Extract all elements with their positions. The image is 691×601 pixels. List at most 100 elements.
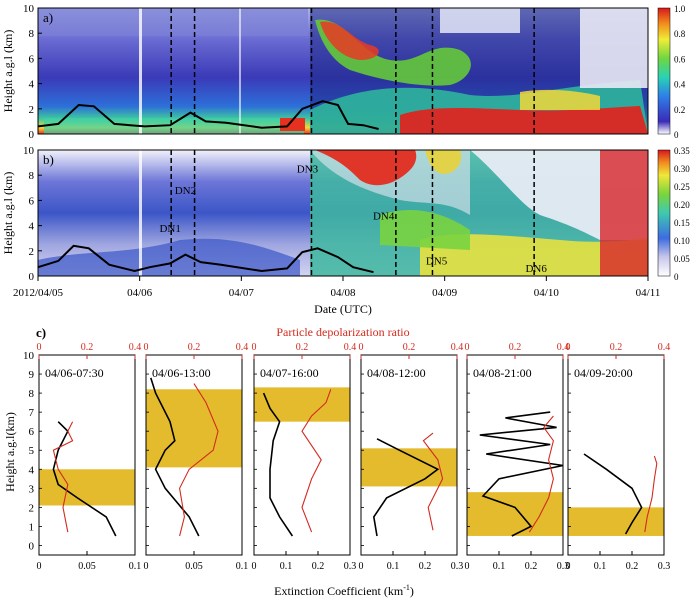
bottom-tick-label: 0.2 (525, 561, 538, 572)
x-tick-label: 04/09 (432, 287, 458, 299)
top-tick-label: 0.4 (451, 342, 464, 353)
x-tick-label: 04/07 (229, 287, 255, 299)
top-tick-label: 0.2 (403, 342, 416, 353)
dust-layer-band (568, 507, 664, 536)
subplot-title: 04/08-21:00 (473, 366, 532, 380)
subplot-6: 04/09-20:00 0 0.2 0.4 0 0.1 0.2 0.3 (566, 342, 671, 572)
colorbar-tick-label: 0.05 (674, 254, 690, 264)
bottom-tick-label: 0.1 (129, 561, 142, 572)
panel-c-top-axis-title: Particle depolarization ratio (276, 325, 409, 339)
bottom-tick-label: 0.1 (280, 561, 293, 572)
y-tick-label: 8 (29, 388, 35, 400)
y-tick-label: 8 (29, 28, 35, 40)
panel-a-colorbar-ticks: 00.20.40.60.81.0 (674, 4, 686, 140)
subplot-1: 04/06-07:30 0 0.2 0.4 0 0.05 0.1 (37, 342, 142, 572)
y-tick-label: 0 (29, 129, 35, 141)
x-tick-label: 2012/04/05 (13, 287, 64, 299)
annotation-label: DN6 (525, 263, 547, 275)
dust-layer-band (39, 469, 135, 505)
annotation-label: DN4 (373, 210, 395, 222)
dust-layer-band (361, 448, 457, 486)
subplot-frame (254, 355, 350, 555)
y-tick-label: 4 (29, 79, 35, 91)
y-tick-label: 8 (29, 170, 35, 182)
colorbar-tick-label: 0.10 (674, 236, 690, 246)
y-tick-label: 6 (29, 53, 35, 65)
y-tick-label: 7 (29, 407, 35, 419)
colorbar-tick-label: 1.0 (674, 4, 686, 14)
y-tick-label: 4 (29, 221, 35, 233)
panel-b-x-axis-label: Date (UTC) (314, 302, 372, 316)
colorbar-tick-label: 0.35 (674, 146, 690, 156)
panel-b-label: b) (43, 152, 54, 167)
colorbar-tick-label: 0.20 (674, 200, 690, 210)
bottom-tick-label: 0.3 (658, 561, 671, 572)
top-tick-label: 0.2 (188, 342, 201, 353)
panel-a: a) 0246810 Height a.g.l (km) 00.20.40.60… (1, 3, 686, 141)
bottom-tick-label: 0.1 (493, 561, 506, 572)
bottom-tick-label: 0.05 (78, 561, 96, 572)
x-tick-label: 04/11 (636, 287, 661, 299)
y-tick-label: 1 (29, 521, 35, 533)
top-tick-label: 0 (37, 342, 42, 353)
y-tick-label: 6 (29, 426, 35, 438)
y-tick-label: 3 (29, 483, 35, 495)
subplot-2: 04/06-13:00 0 0.2 0.4 0 0.05 0.1 (144, 342, 249, 572)
panel-a-label: a) (43, 10, 53, 25)
panel-b-colorbar-ticks: 0 0.05 0.10 0.15 0.20 0.25 0.30 0.35 (674, 146, 690, 282)
bottom-tick-label: 0.05 (185, 561, 203, 572)
bottom-tick-label: 0 (465, 561, 470, 572)
bottom-tick-label: 0.2 (312, 561, 325, 572)
bottom-tick-label: 0.1 (594, 561, 607, 572)
x-tick-label: 04/08 (330, 287, 356, 299)
subplot-5: 04/08-21:000 0.2 0.40 0.1 0.2 0.3 (465, 342, 570, 572)
y-tick-label: 2 (29, 246, 35, 258)
bottom-tick-label: 0 (566, 561, 571, 572)
bottom-tick-label: 0 (144, 561, 149, 572)
subplot-title: 04/08-12:00 (367, 366, 426, 380)
panel-b-x-ticks: 2012/04/05 04/06 04/07 04/08 04/09 04/10 04/11 (13, 276, 660, 299)
colorbar-tick-label: 0.6 (674, 54, 686, 64)
top-tick-label: 0.2 (81, 342, 94, 353)
colorbar-tick-label: 0.4 (674, 80, 686, 90)
subplot-title: 04/09-20:00 (574, 366, 633, 380)
subplot-frame (39, 355, 135, 555)
colorbar-tick-label: 0.30 (674, 164, 690, 174)
top-tick-label: 0.4 (344, 342, 357, 353)
bottom-tick-label: 0 (359, 561, 364, 572)
bottom-tick-label: 0.2 (626, 561, 639, 572)
panel-b-colorbar (658, 150, 670, 276)
annotation-label: DN1 (159, 223, 180, 235)
top-tick-label: 0.4 (129, 342, 142, 353)
panel-a-colorbar (658, 8, 670, 134)
y-tick-label: 2 (29, 502, 35, 514)
top-tick-label: 0 (566, 342, 571, 353)
panel-b: DN1 DN2 DN3 DN4 DN5 DN6 b) 0 2 4 6 8 10 Height a.g… (1, 145, 690, 316)
bottom-tick-label: 0.1 (236, 561, 249, 572)
subplot-title: 04/06-13:00 (152, 366, 211, 380)
subplot-title: 04/06-07:30 (45, 366, 104, 380)
panel-c-y-ticks: 0 1 2 3 4 5 6 7 8 9 10 (23, 350, 35, 552)
top-tick-label: 0 (252, 342, 257, 353)
panel-c-y-axis-label: Height a.g.l(km) (3, 412, 17, 492)
panel-a-y-axis-label: Height a.g.l (km) (1, 30, 15, 113)
subplot-3: 04/07-16:000 0.2 0.40 0.1 0.2 0.3 (252, 342, 357, 572)
top-tick-label: 0.4 (236, 342, 249, 353)
y-tick-label: 2 (29, 104, 35, 116)
top-tick-label: 0 (359, 342, 364, 353)
top-tick-label: 0 (144, 342, 149, 353)
y-tick-label: 9 (29, 369, 35, 381)
y-tick-label: 0 (29, 540, 35, 552)
y-tick-label: 10 (23, 145, 35, 157)
y-tick-label: 0 (29, 271, 35, 283)
panel-c: c) Particle depolarization ratio Height … (3, 325, 670, 598)
panel-c-subplots: 04/06-07:300 0.2 0.40 0.05 0.104/06-13:000 0.… (37, 342, 671, 572)
annotation-label: DN2 (175, 185, 196, 197)
y-tick-label: 5 (29, 445, 35, 457)
colorbar-tick-label: 0 (674, 272, 679, 282)
annotation-label: DN5 (426, 256, 448, 268)
subplot-title: 04/07-16:00 (260, 366, 319, 380)
panel-b-y-axis-label: Height a.g.l (km) (1, 172, 15, 255)
bottom-tick-label: 0.3 (451, 561, 464, 572)
